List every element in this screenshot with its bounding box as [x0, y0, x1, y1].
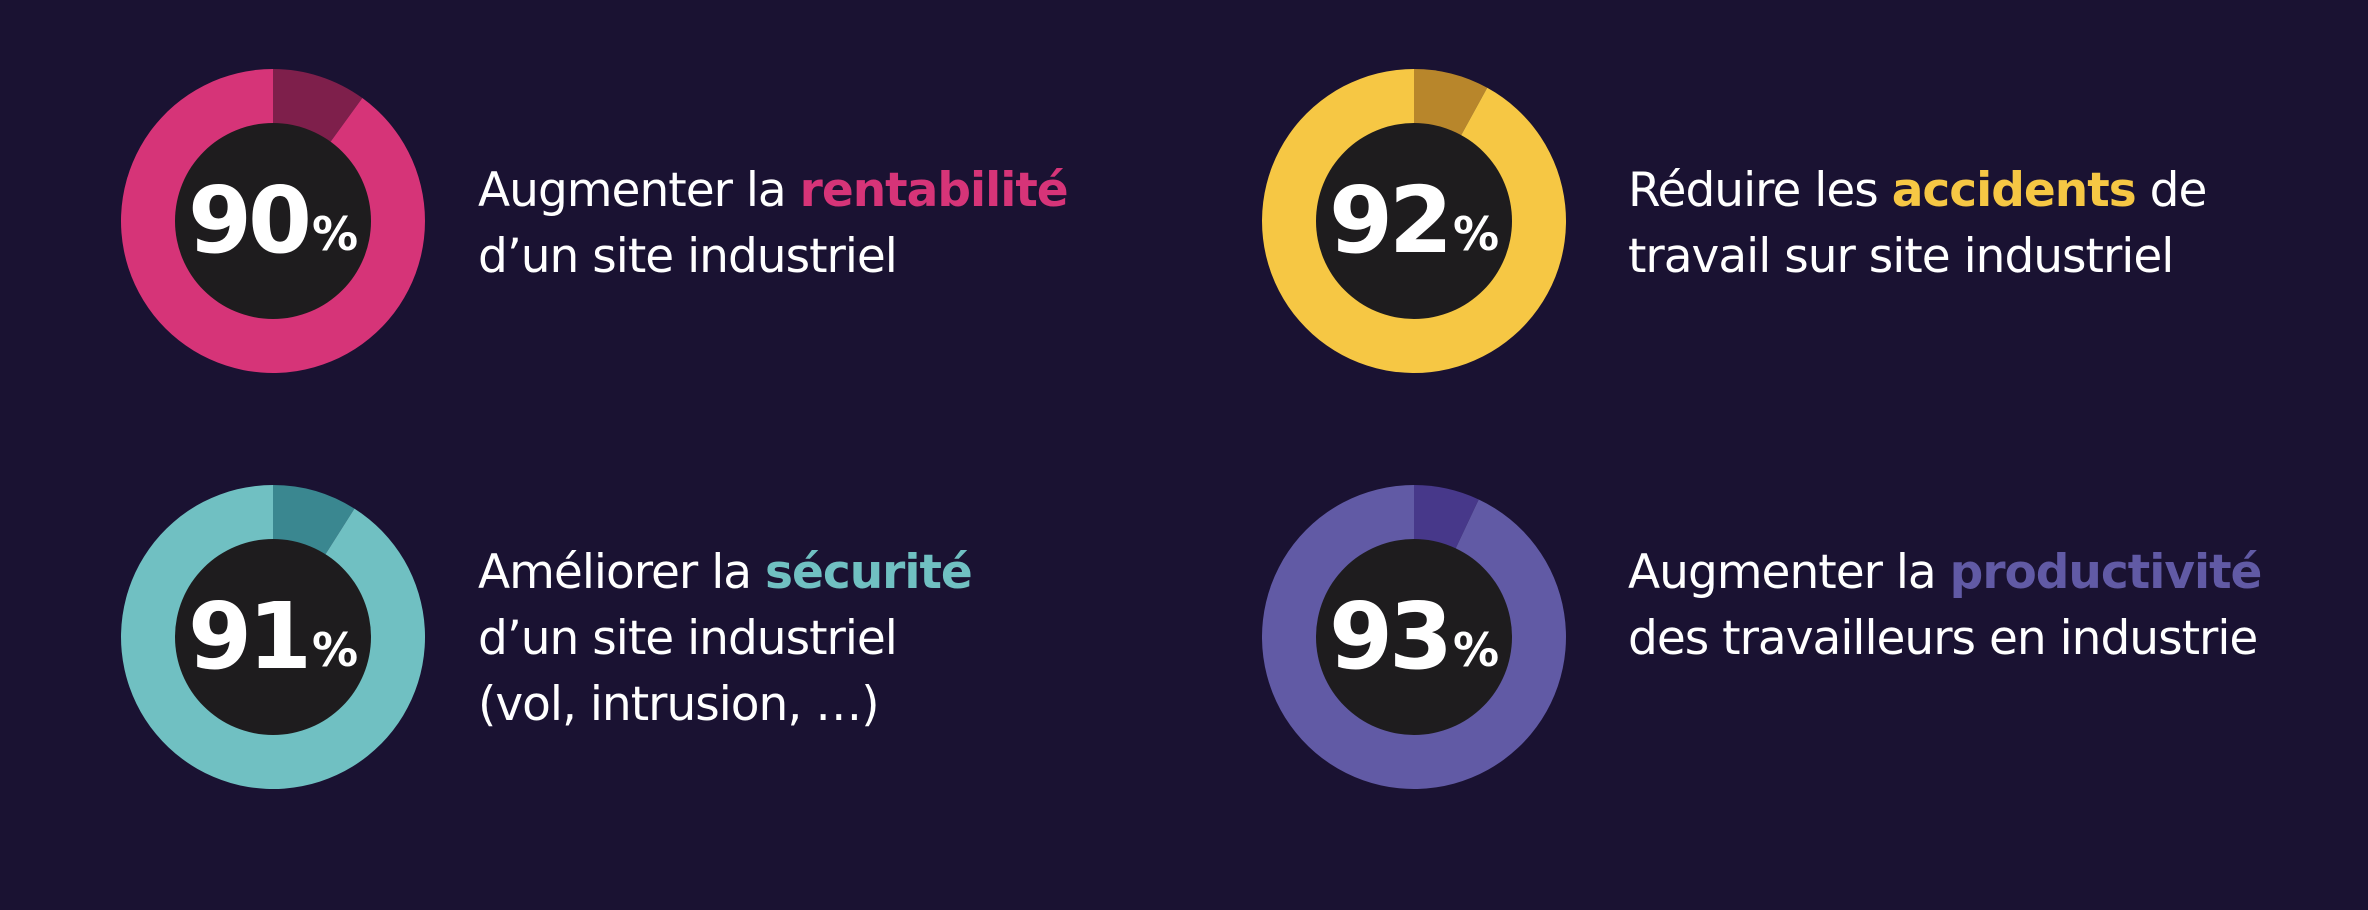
- caption-highlight: accidents: [1891, 163, 2137, 218]
- percent-sign: %: [311, 207, 359, 261]
- donut-chart-productivite: 93%: [1261, 484, 1567, 790]
- stat-caption: Augmenter la rentabilité d’un site indus…: [478, 158, 1069, 290]
- percentage-label: 90%: [120, 68, 426, 374]
- caption-line: des travailleurs en industrie: [1628, 611, 2258, 666]
- percent-sign: %: [311, 623, 359, 677]
- donut-hole: [175, 539, 371, 735]
- donut-chart-securite: 91%: [120, 484, 426, 790]
- caption-line: Réduire les accidents de: [1628, 158, 2208, 224]
- caption-line: Améliorer la sécurité: [478, 540, 973, 606]
- caption-line: Augmenter la productivité: [1628, 540, 2263, 606]
- stat-caption: Réduire les accidents de travail sur sit…: [1628, 158, 2208, 290]
- percent-sign: %: [1452, 623, 1500, 677]
- stat-accidents: 92% Réduire les accidents de travail sur…: [1261, 68, 2361, 378]
- caption-text: Améliorer la: [478, 545, 765, 600]
- donut-hole: [1316, 123, 1512, 319]
- stat-rentabilite: 90% Augmenter la rentabilité d’un site i…: [120, 68, 1220, 378]
- caption-text: Réduire les: [1628, 163, 1892, 218]
- stat-securite: 91% Améliorer la sécurité d’un site indu…: [120, 484, 1220, 794]
- donut-chart-accidents: 92%: [1261, 68, 1567, 374]
- caption-text: Augmenter la: [478, 163, 800, 218]
- percentage-label: 91%: [120, 484, 426, 790]
- caption-text: de: [2135, 163, 2208, 218]
- percentage-value: 93: [1328, 583, 1453, 690]
- caption-line: (vol, intrusion, …): [478, 677, 880, 732]
- percentage-value: 90: [187, 167, 312, 274]
- caption-highlight: productivité: [1949, 545, 2263, 600]
- donut-chart-rentabilite: 90%: [120, 68, 426, 374]
- stat-caption: Augmenter la productivité des travailleu…: [1628, 540, 2263, 672]
- caption-line: d’un site industriel: [478, 229, 898, 284]
- percent-sign: %: [1452, 207, 1500, 261]
- caption-line: d’un site industriel: [478, 611, 898, 666]
- percentage-label: 92%: [1261, 68, 1567, 374]
- caption-highlight: rentabilité: [799, 163, 1069, 218]
- caption-line: Augmenter la rentabilité: [478, 158, 1069, 224]
- donut-hole: [1316, 539, 1512, 735]
- caption-text: Augmenter la: [1628, 545, 1950, 600]
- donut-hole: [175, 123, 371, 319]
- percentage-value: 92: [1328, 167, 1453, 274]
- stat-productivite: 93% Augmenter la productivité des travai…: [1261, 484, 2361, 794]
- percentage-label: 93%: [1261, 484, 1567, 790]
- caption-highlight: sécurité: [765, 545, 973, 600]
- percentage-value: 91: [187, 583, 312, 690]
- stat-caption: Améliorer la sécurité d’un site industri…: [478, 540, 973, 738]
- caption-line: travail sur site industriel: [1628, 229, 2174, 284]
